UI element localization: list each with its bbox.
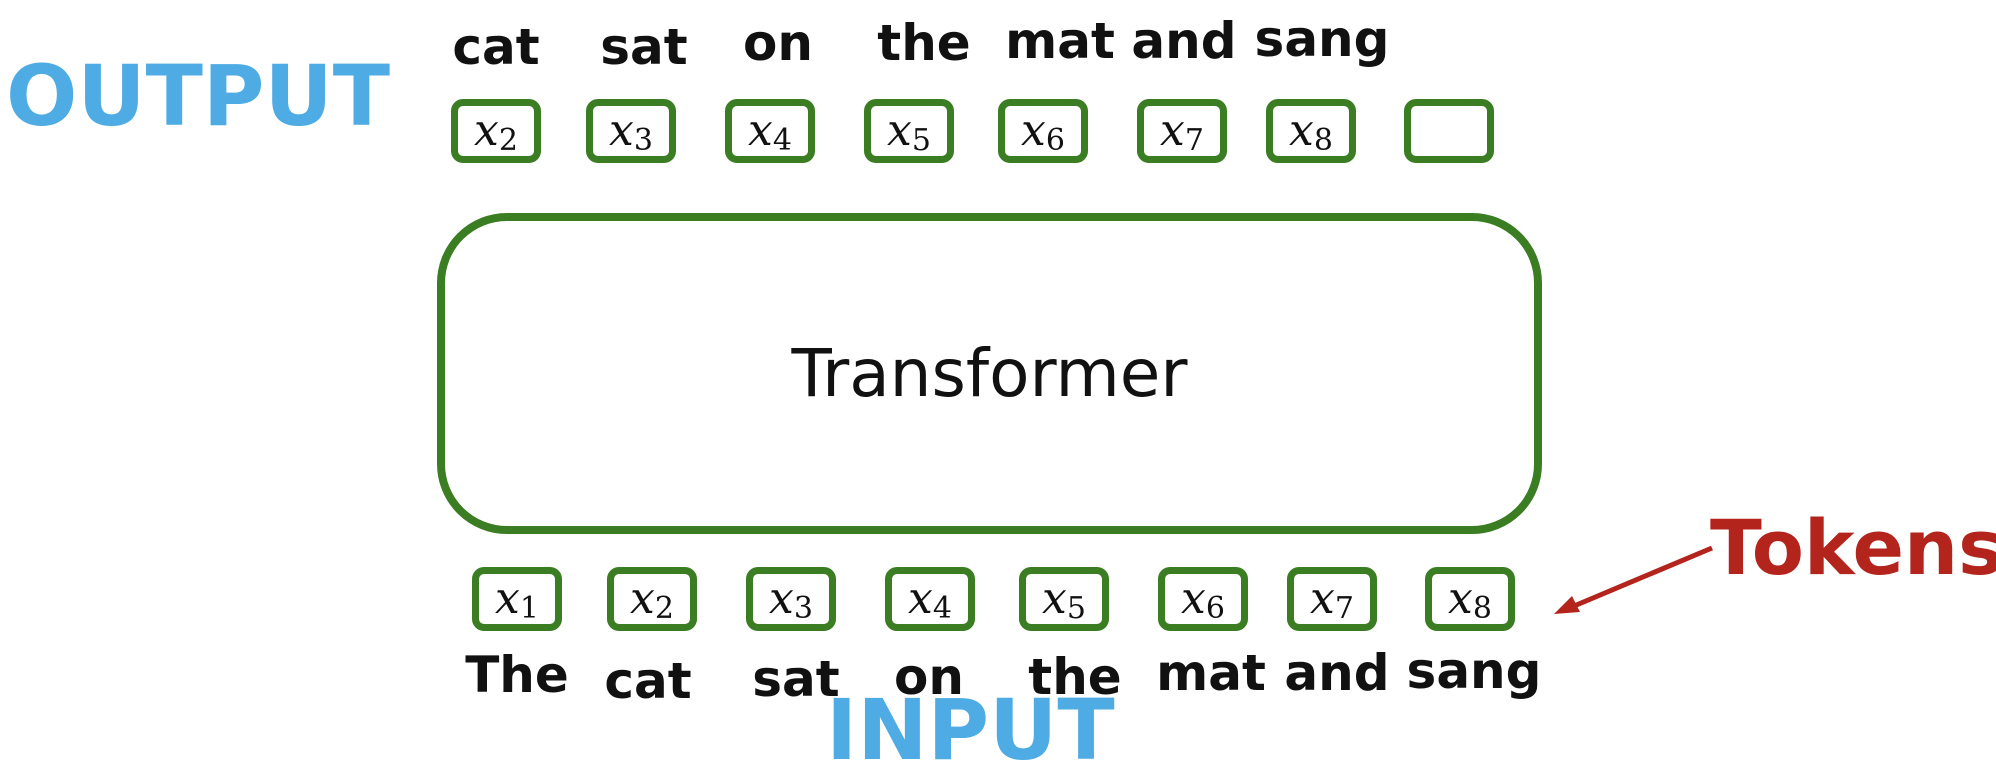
output-word: mat: [1005, 12, 1115, 70]
input-label: INPUT: [826, 681, 1115, 779]
tokens-arrow-line: [1573, 545, 1713, 609]
output-token-empty: [1404, 99, 1494, 163]
tokens-arrow-head: [1554, 596, 1580, 614]
input-word: on: [894, 648, 964, 706]
input-word: sang: [1406, 642, 1542, 700]
transformer-label: Transformer: [791, 335, 1188, 412]
output-word: and: [1131, 12, 1237, 70]
tokens-label: Tokens: [1710, 503, 1996, 592]
input-word: The: [465, 646, 569, 704]
output-word: sang: [1254, 10, 1390, 68]
transformer-block: [437, 213, 1542, 534]
input-word: sat: [752, 650, 840, 708]
output-label: OUTPUT: [6, 47, 390, 145]
input-word: mat: [1156, 644, 1266, 702]
input-word: cat: [604, 652, 692, 710]
input-word: the: [1028, 648, 1122, 706]
output-word: the: [877, 14, 971, 72]
output-word: on: [743, 14, 813, 72]
input-word: and: [1284, 644, 1390, 702]
output-word: cat: [452, 18, 540, 76]
output-word: sat: [600, 18, 688, 76]
